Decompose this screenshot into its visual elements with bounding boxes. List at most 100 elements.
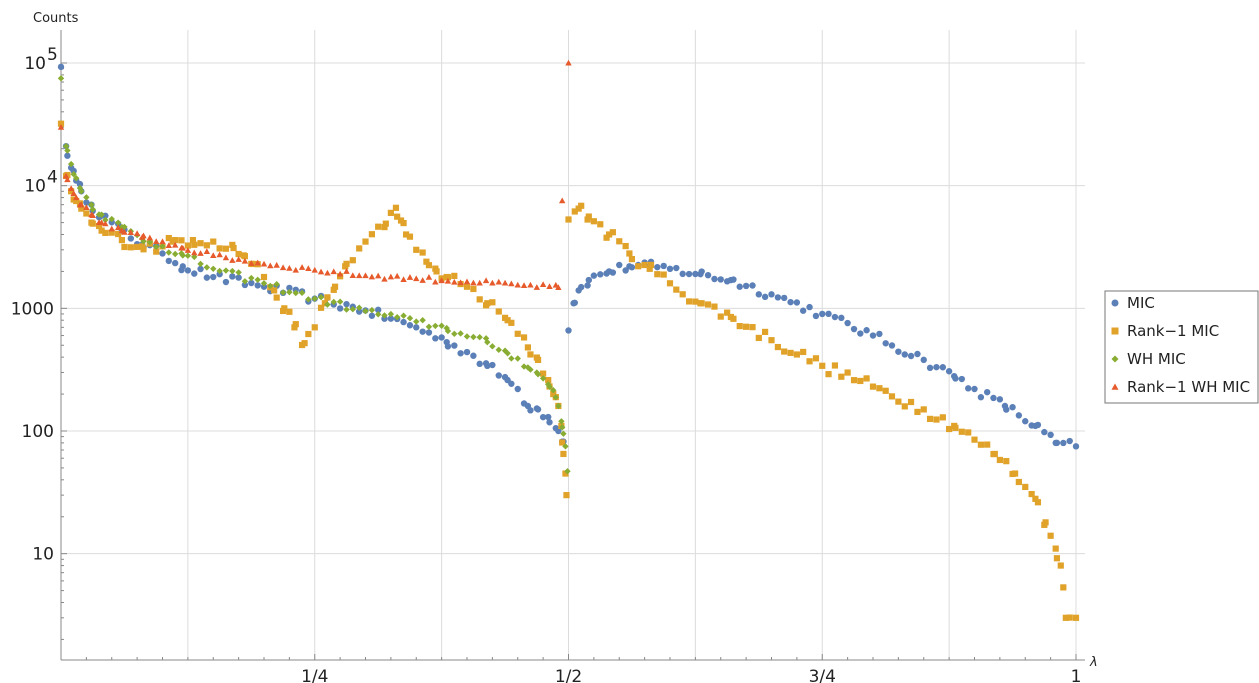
data-point: [387, 273, 395, 280]
data-point: [83, 204, 90, 211]
data-point: [260, 283, 268, 290]
data-point: [203, 248, 211, 255]
y-tick-label: 10: [24, 177, 46, 197]
data-point: [920, 406, 927, 413]
data-point: [641, 261, 648, 269]
data-point: [197, 260, 204, 268]
data-point: [229, 241, 236, 249]
data-point: [191, 253, 198, 261]
data-point: [235, 269, 242, 276]
data-point: [311, 324, 318, 331]
data-point: [324, 301, 331, 308]
data-point: [692, 270, 699, 278]
data-point: [781, 348, 788, 355]
data-point: [977, 441, 984, 448]
data-point: [577, 283, 585, 291]
data-point: [451, 330, 458, 338]
data-point: [749, 324, 756, 331]
data-point: [98, 211, 105, 218]
data-point: [305, 296, 312, 303]
data-point: [70, 167, 77, 175]
data-point: [1028, 490, 1035, 498]
data-point: [153, 243, 160, 250]
data-point: [819, 310, 826, 318]
data-point: [368, 231, 375, 238]
data-point: [331, 283, 339, 290]
legend: MIC Rank−1 MIC WH MIC Rank−1 WH MIC: [1104, 290, 1259, 404]
data-point: [191, 249, 198, 256]
data-point: [451, 278, 458, 285]
data-point: [286, 308, 293, 315]
data-point: [1060, 439, 1067, 447]
data-point: [673, 264, 680, 272]
grid-lines: [61, 30, 1085, 660]
data-point: [1015, 478, 1022, 486]
y-tick-label: 10: [32, 545, 54, 565]
data-point: [260, 273, 268, 281]
data-point: [83, 194, 90, 201]
data-point: [514, 330, 521, 337]
data-point: [457, 330, 464, 337]
data-point: [89, 220, 96, 227]
data-point: [222, 278, 230, 286]
x-tick-label: 3/4: [809, 667, 836, 683]
data-point: [571, 208, 578, 215]
data-point: [1009, 403, 1016, 411]
data-point: [742, 282, 750, 290]
data-point: [432, 322, 439, 330]
data-point: [787, 349, 794, 357]
data-point: [76, 180, 84, 188]
legend-label: Rank−1 WH MIC: [1127, 378, 1250, 396]
data-point: [825, 310, 832, 318]
data-point: [230, 244, 237, 252]
data-point: [321, 300, 328, 307]
data-point: [191, 270, 198, 277]
data-point: [216, 251, 223, 258]
data-point: [413, 246, 420, 253]
data-point: [127, 235, 135, 242]
data-point: [508, 355, 515, 362]
data-point: [127, 244, 134, 251]
data-point: [267, 282, 274, 290]
data-point: [165, 242, 172, 249]
data-point: [524, 344, 531, 351]
data-point: [229, 267, 236, 275]
data-point: [470, 285, 477, 293]
data-point: [419, 249, 426, 256]
data-point: [562, 470, 569, 477]
data-point: [724, 309, 731, 316]
data-point: [286, 288, 293, 296]
data-point: [216, 245, 223, 252]
data-point: [514, 385, 521, 393]
data-point: [660, 271, 667, 278]
data-point: [762, 328, 769, 336]
data-point: [552, 394, 560, 401]
y-tick-label-exponent: 4: [47, 168, 58, 188]
data-point: [1062, 614, 1069, 621]
data-point: [78, 188, 85, 195]
legend-label: Rank−1 MIC: [1127, 322, 1219, 340]
data-point: [286, 265, 293, 271]
data-point: [153, 238, 160, 245]
data-point: [286, 284, 293, 292]
legend-box: [1104, 290, 1259, 404]
data-point: [1066, 614, 1073, 621]
data-point: [203, 242, 210, 249]
data-point: [996, 396, 1004, 403]
data-point: [115, 230, 122, 238]
data-point: [952, 424, 959, 431]
data-point: [539, 375, 547, 382]
data-point: [273, 261, 280, 268]
data-point: [393, 272, 401, 279]
data-point: [203, 264, 211, 271]
data-point: [248, 274, 255, 282]
data-point: [184, 252, 192, 259]
data-point: [406, 274, 414, 280]
data-point: [400, 312, 407, 319]
data-point: [425, 274, 433, 280]
data-point: [1015, 412, 1023, 419]
data-point: [825, 371, 832, 378]
data-point: [311, 295, 318, 302]
data-point: [484, 362, 491, 370]
data-point: [476, 360, 483, 368]
